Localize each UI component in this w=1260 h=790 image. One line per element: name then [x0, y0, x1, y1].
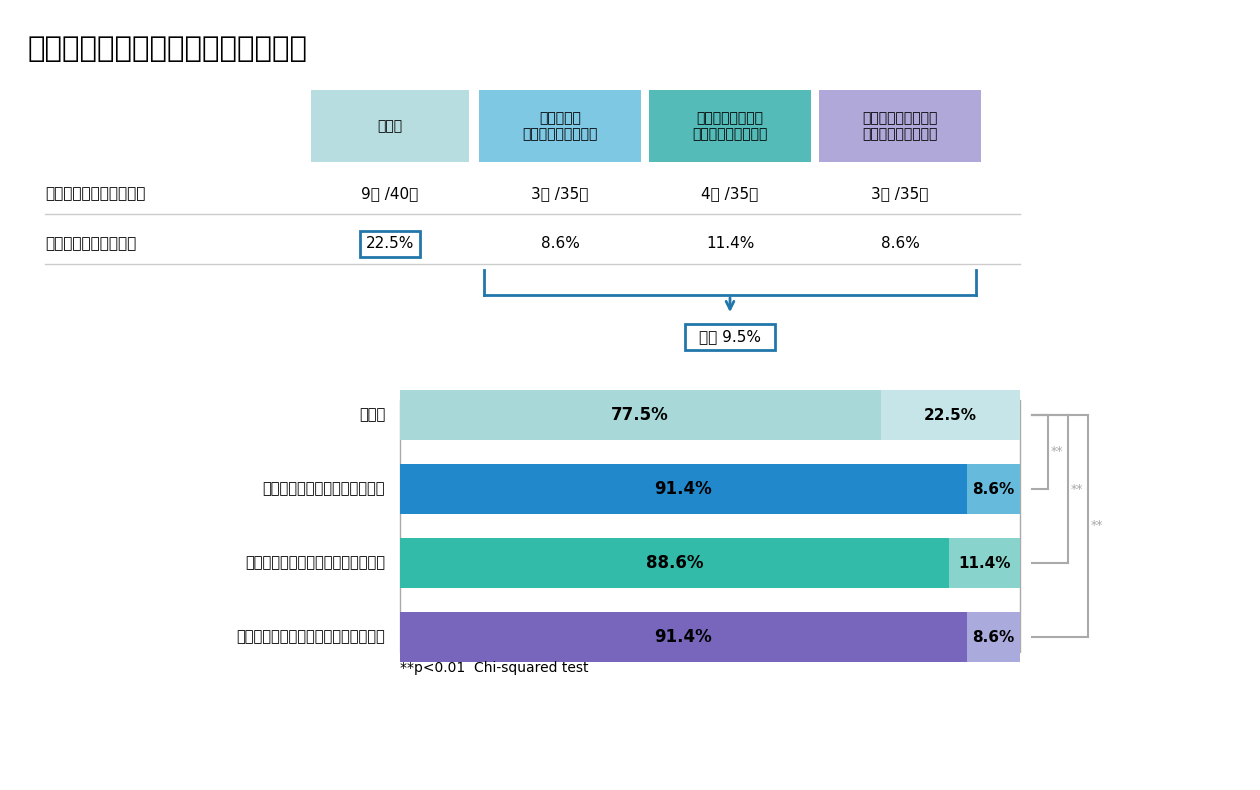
Text: ６か月～１年未満漢方を内服した群: ６か月～１年未満漢方を内服した群 [244, 555, 386, 570]
Text: 88.6%: 88.6% [646, 554, 703, 572]
Bar [399, 390, 881, 440]
Bar [949, 538, 1021, 588]
Text: 8.6%: 8.6% [881, 236, 920, 251]
Bar [479, 90, 641, 162]
Text: **p<0.01  Chi-squared test: **p<0.01 Chi-squared test [399, 661, 588, 675]
Text: 22.5%: 22.5% [924, 408, 976, 423]
Bar [311, 90, 469, 162]
Bar [966, 612, 1021, 662]
Bar [399, 464, 966, 514]
Text: 91.4%: 91.4% [654, 480, 712, 498]
Text: 22.5%: 22.5% [365, 236, 415, 251]
Text: 対照群: 対照群 [359, 408, 386, 423]
Text: 3例 /35例: 3例 /35例 [872, 186, 929, 201]
Bar [360, 231, 420, 257]
Bar [649, 90, 811, 162]
Text: 8.6%: 8.6% [973, 630, 1014, 645]
Text: **: ** [1051, 446, 1063, 458]
Bar [399, 612, 966, 662]
Text: １年以上～２年未満漢方を内服した群: １年以上～２年未満漢方を内服した群 [237, 630, 386, 645]
Text: インフルエンザ罹患率: インフルエンザ罹患率 [45, 236, 136, 251]
Text: １年以上～２年未満
漢方薬を内服した群: １年以上～２年未満 漢方薬を内服した群 [862, 111, 937, 141]
Text: 対照群: 対照群 [378, 119, 402, 133]
Bar [399, 400, 1021, 652]
Text: ３～６か月
漢方薬を内服した群: ３～６か月 漢方薬を内服した群 [523, 111, 597, 141]
Text: 8.6%: 8.6% [973, 481, 1014, 496]
Text: 図２　インフルエンザの年間罹患数: 図２ インフルエンザの年間罹患数 [28, 35, 307, 63]
Text: 11.4%: 11.4% [959, 555, 1011, 570]
Text: 3例 /35例: 3例 /35例 [532, 186, 588, 201]
Bar [685, 324, 775, 350]
Text: ６か月～１年未満
漢方薬を内服した群: ６か月～１年未満 漢方薬を内服した群 [692, 111, 767, 141]
Text: ３～６か月漢方薬を内服した群: ３～６か月漢方薬を内服した群 [262, 481, 386, 496]
Text: 77.5%: 77.5% [611, 406, 669, 424]
Bar [966, 464, 1021, 514]
Text: **: ** [1091, 520, 1104, 532]
Text: 4例 /35例: 4例 /35例 [702, 186, 759, 201]
Text: 91.4%: 91.4% [654, 628, 712, 646]
Text: 9例 /40例: 9例 /40例 [362, 186, 418, 201]
Text: 平均 9.5%: 平均 9.5% [699, 329, 761, 344]
Text: **: ** [1071, 483, 1084, 495]
Text: 11.4%: 11.4% [706, 236, 755, 251]
Text: 8.6%: 8.6% [541, 236, 580, 251]
Text: インフルエンザ罹患者数: インフルエンザ罹患者数 [45, 186, 145, 201]
Bar [881, 390, 1021, 440]
Bar [399, 538, 949, 588]
Bar [819, 90, 982, 162]
